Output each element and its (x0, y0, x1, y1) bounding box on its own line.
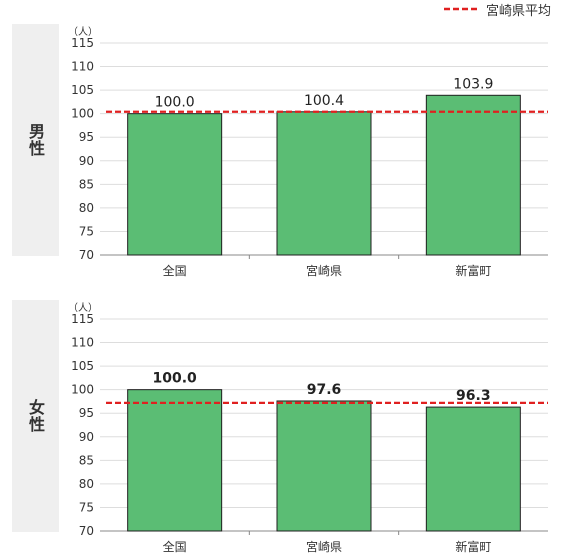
bar-宮崎県 (276, 400, 372, 532)
y-tick-label: 100 (71, 383, 94, 397)
male-bar-chart: 70 75 80 85 90 95 100 105 110 115（人） 100.0 全国 100.4 宮… (68, 26, 548, 278)
y-tick-label: 80 (79, 201, 94, 215)
female-side-label-box: 女性 (12, 300, 59, 532)
bar-全国 (127, 113, 223, 256)
y-tick-label: 85 (79, 177, 94, 191)
female-bar-chart: 70 75 80 85 90 95 100 105 110 115（人） 100.0 全国 97.6 宮崎… (68, 302, 548, 554)
y-tick-label: 70 (79, 248, 94, 262)
female-chart-panel: 女性 70 75 80 85 90 95 100 105 110 115 （人） 100.0 全国 97.… (0, 288, 563, 554)
bar-宮崎県 (276, 111, 372, 256)
y-tick-label: 90 (79, 154, 94, 168)
bar-新富町 (425, 94, 521, 256)
y-tick-label: 75 (79, 224, 94, 238)
bar-value-label: 100.0 (153, 371, 198, 387)
y-tick-label: 105 (71, 359, 94, 373)
y-tick-label: 95 (79, 130, 94, 144)
y-tick-label: 80 (79, 477, 94, 491)
male-panel-label: 男性 (26, 123, 45, 157)
legend-label: 宮崎県平均 (485, 3, 551, 19)
bar-value-label: 103.9 (453, 76, 493, 92)
y-tick-label: 115 (71, 312, 94, 326)
x-tick-label: 全国 (163, 263, 187, 278)
bar-value-label: 100.4 (304, 93, 344, 109)
x-tick-label: 宮崎県 (306, 539, 342, 554)
y-unit-label: （人） (68, 26, 98, 38)
x-tick-label: 新富町 (455, 539, 491, 554)
y-unit-label: （人） (68, 302, 98, 314)
bar-新富町 (425, 406, 521, 532)
y-tick-label: 100 (71, 107, 94, 121)
female-panel-label: 女性 (26, 399, 45, 433)
male-chart-panel: 男性 70 75 80 85 90 95 100 105 110 115 （人） 100.0 全国 100… (0, 12, 563, 278)
x-tick-label: 全国 (163, 539, 187, 554)
bar-value-label: 96.3 (456, 388, 491, 404)
bar-value-label: 100.0 (155, 95, 195, 111)
male-side-label-box: 男性 (12, 24, 59, 256)
y-tick-label: 70 (79, 524, 94, 538)
y-tick-label: 75 (79, 500, 94, 514)
legend-dashed-line-icon (443, 7, 480, 11)
bar-value-label: 97.6 (307, 382, 342, 398)
y-tick-label: 115 (71, 36, 94, 50)
x-tick-label: 宮崎県 (306, 263, 342, 278)
bar-全国 (127, 389, 223, 532)
x-tick-label: 新富町 (455, 263, 491, 278)
y-tick-label: 95 (79, 406, 94, 420)
y-tick-label: 85 (79, 453, 94, 467)
y-tick-label: 110 (71, 60, 94, 74)
y-tick-label: 110 (71, 336, 94, 350)
y-tick-label: 105 (71, 83, 94, 97)
y-tick-label: 90 (79, 430, 94, 444)
legend: 宮崎県平均 (443, 0, 551, 19)
